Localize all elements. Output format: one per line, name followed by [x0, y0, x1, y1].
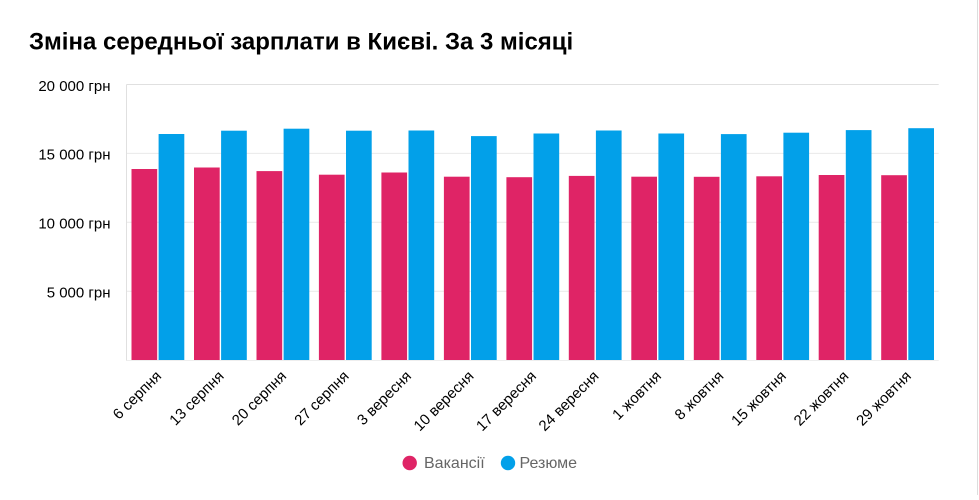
svg-text:10 000 грн: 10 000 грн [38, 216, 110, 233]
svg-text:20 000 грн: 20 000 грн [38, 78, 110, 95]
svg-text:5 000 грн: 5 000 грн [47, 285, 111, 302]
svg-text:Резюме: Резюме [520, 455, 578, 472]
svg-text:15 000 грн: 15 000 грн [38, 147, 110, 164]
svg-text:Зміна середньої зарплати в Киє: Зміна середньої зарплати в Києві. За 3 м… [29, 29, 573, 56]
svg-text:Вакансії: Вакансії [424, 455, 485, 472]
